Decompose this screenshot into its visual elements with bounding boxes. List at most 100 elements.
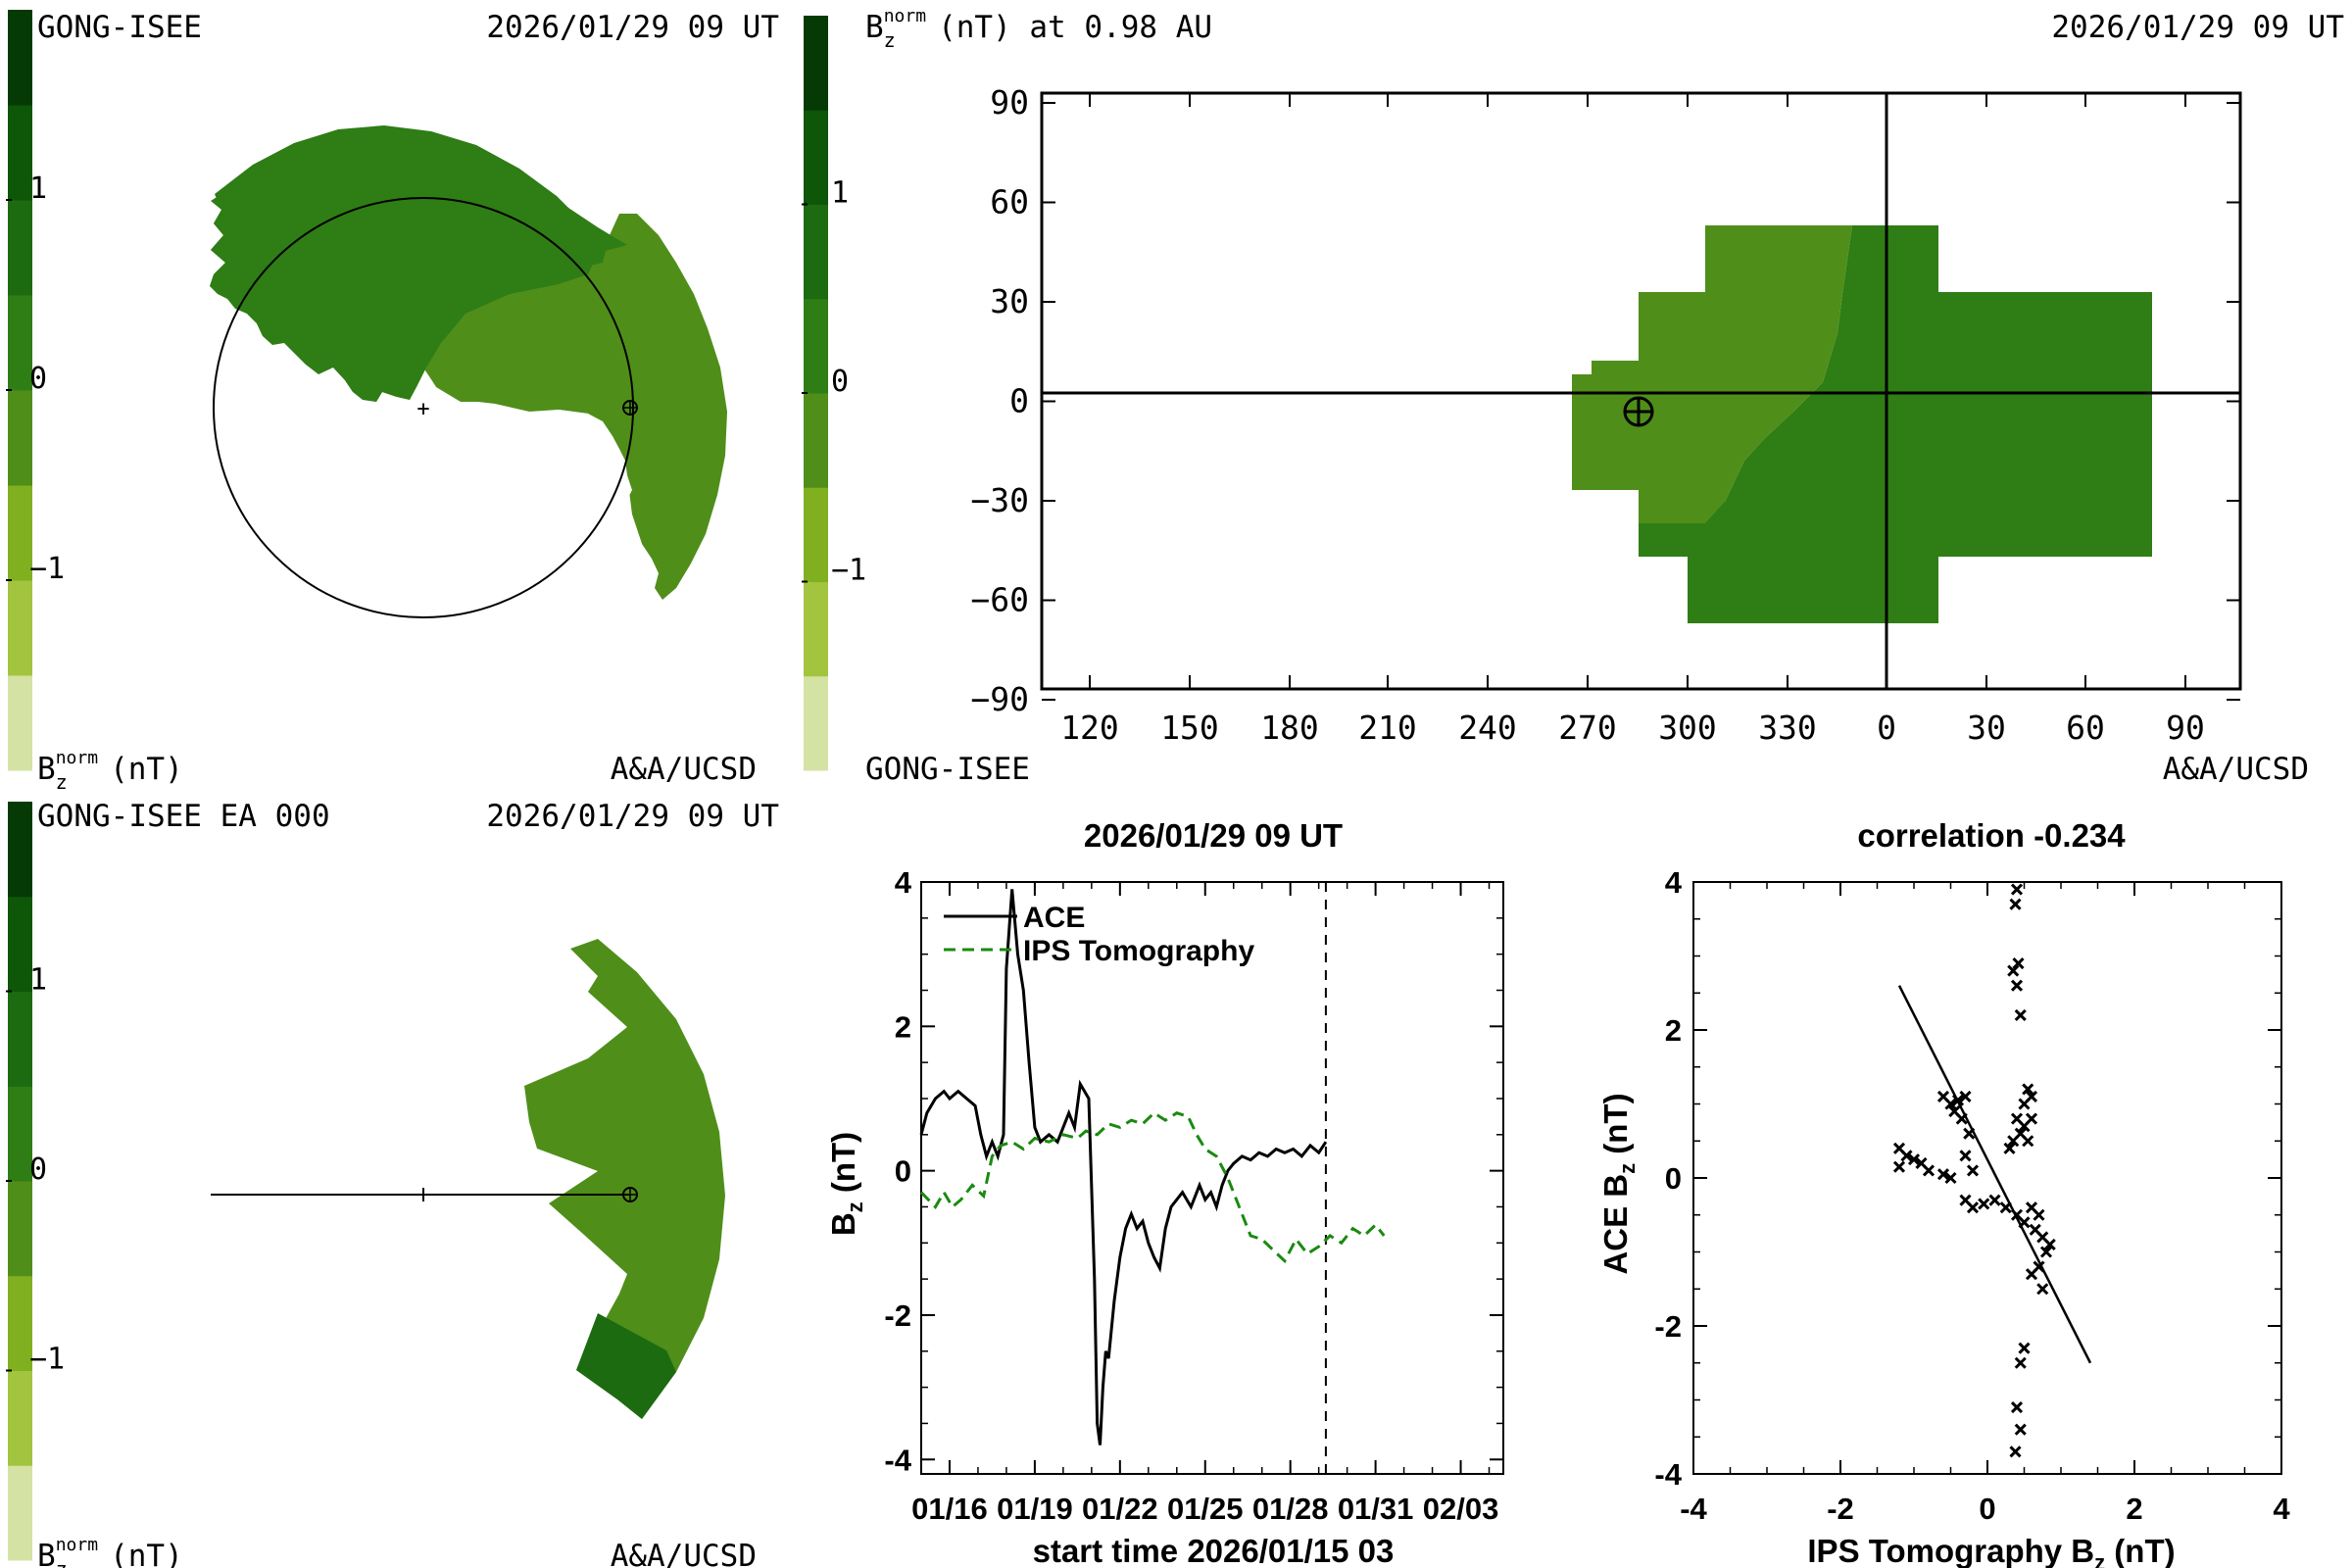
colorbar-swatch — [804, 16, 828, 111]
scatter-point — [2009, 1446, 2022, 1458]
scatter-point-stroke — [2043, 1238, 2056, 1251]
latlon-y-tick-label: 30 — [990, 282, 1029, 320]
scatter-frame — [1692, 881, 2282, 1475]
colorbar-swatch — [8, 10, 32, 106]
scatter-point-stroke — [2009, 898, 2022, 910]
colorbar-swatch — [8, 1465, 32, 1561]
source-label-tl: GONG-ISEE — [37, 10, 202, 45]
scatter-point — [2043, 1238, 2056, 1251]
colorbar-swatch — [8, 200, 32, 296]
map-region-light — [423, 214, 727, 600]
latlon-y-tick-label: −60 — [970, 581, 1029, 619]
credit-tr: A&A/UCSD — [2163, 752, 2309, 787]
latlon-x-tick-label: 300 — [1658, 709, 1717, 747]
scatter-point — [2003, 1142, 2016, 1154]
scatter-point-stroke — [2022, 1083, 2034, 1096]
scatter-point — [2039, 1246, 2053, 1258]
scatter-point — [1944, 1098, 1957, 1110]
scatter-point-stroke — [1959, 1194, 1972, 1206]
scatter-point-stroke — [2007, 1135, 2020, 1148]
legend-label: IPS Tomography — [1023, 935, 1254, 967]
scatter-point-stroke — [2036, 1231, 2049, 1244]
latlon-x-tick-label: 60 — [2066, 709, 2105, 747]
scatter-point — [2014, 1356, 2027, 1369]
scatter-point-stroke — [2010, 979, 2024, 992]
timeseries-x-tick-label: 01/31 — [1338, 1492, 1414, 1526]
scatter-point — [2010, 883, 2024, 896]
colorbar-tick-label: −1 — [29, 552, 65, 586]
legend-label: ACE — [1023, 902, 1085, 934]
scatter-point-stroke — [2029, 1223, 2041, 1236]
colorbar-tick-label: −1 — [831, 554, 866, 588]
scatter-point — [2025, 1268, 2038, 1281]
scatter-point-stroke — [2014, 1008, 2027, 1021]
scatter-point-stroke — [1951, 1094, 1965, 1106]
timeseries-ylabel: Bz (nT) — [825, 1132, 867, 1236]
scatter-point-stroke — [1966, 1164, 1980, 1177]
latlon-y-tick-label: −30 — [970, 481, 1029, 519]
colorbar-swatch — [8, 1370, 32, 1466]
sun-center-mark: + — [416, 397, 429, 421]
scatter-point — [1907, 1153, 1921, 1166]
scatter-point — [1900, 1150, 1913, 1162]
title-tr: Bznorm (nT) at 0.98 AU — [865, 6, 1212, 52]
timeseries-frame — [920, 881, 1504, 1475]
scatter-point-stroke — [1959, 1150, 1972, 1162]
scatter-point — [2014, 1423, 2027, 1436]
colorbar-tick-label: 0 — [831, 365, 849, 399]
timeseries-axes: 4 2 0 -2 -401/16 01/19 01/22 01/25 01/28 01/31 02/… — [884, 865, 1504, 1526]
latlon-y-tick-label: 90 — [990, 83, 1029, 122]
latlon-plot-frame — [1040, 91, 2242, 691]
scatter-point-stroke — [2018, 1098, 2031, 1110]
colorbar-swatch — [804, 204, 828, 300]
scatter-point — [1963, 1127, 1976, 1140]
scatter-point-stroke — [1959, 1090, 1972, 1103]
colorbar-tick-label: 1 — [29, 172, 47, 206]
latlon-x-tick-label: 210 — [1358, 709, 1417, 747]
scatter-point-stroke — [2025, 1268, 2038, 1281]
colorbar-top-left: 1 0 −1 — [6, 10, 65, 771]
scatter-point — [2018, 1342, 2031, 1354]
scatter-y-tick-label: 4 — [1665, 865, 1683, 900]
latlon-map: 120 150 180 210 240 270 300 330 0 30 60 909060300−3… — [970, 83, 2242, 747]
timestamp-tl: 2026/01/29 09 UT — [486, 10, 779, 45]
colorbar-tick-label: 1 — [29, 963, 47, 998]
map-dark-cap — [210, 129, 627, 402]
colorbar-swatch — [804, 393, 828, 488]
ace-series-line — [919, 889, 1328, 1446]
scatter-ylabel: ACE Bz (nT) — [1597, 1093, 1640, 1274]
scatter-point-stroke — [2033, 1208, 2045, 1221]
scatter-point — [2007, 1135, 2020, 1148]
unit-label-bl: Bznorm(nT) — [37, 1535, 183, 1568]
credit-tl: A&A/UCSD — [611, 752, 757, 787]
timestamp-tr: 2026/01/29 09 UT — [2051, 10, 2344, 45]
colorbar-swatch — [8, 390, 32, 486]
scatter-points — [1892, 883, 2056, 1458]
colorbar-tick-label: −1 — [29, 1343, 65, 1377]
scatter-point — [1892, 1160, 1906, 1173]
colorbar-swatch — [8, 991, 32, 1087]
scatter-point-stroke — [2018, 1216, 2031, 1229]
scatter-point — [2036, 1283, 2049, 1296]
scatter-point-stroke — [1892, 1160, 1906, 1173]
scatter-y-tick-label: -4 — [1654, 1457, 1682, 1492]
scatter-point — [1999, 1201, 2012, 1214]
scatter-point-stroke — [2036, 1283, 2049, 1296]
scatter-xlabel: IPS Tomography Bz (nT) — [1807, 1533, 2175, 1568]
scatter-point — [1966, 1164, 1980, 1177]
earth-symbol — [622, 400, 638, 416]
timeseries-x-tick-label: 01/25 — [1167, 1492, 1244, 1526]
scatter-point-stroke — [1944, 1171, 1957, 1185]
colorbar-swatch — [8, 105, 32, 201]
timeseries-y-tick-label: 0 — [895, 1154, 911, 1189]
unit-label-tl: Bznorm (nT) — [37, 748, 183, 794]
colorbar-swatch — [8, 580, 32, 676]
scatter-chart: correlation -0.234 IPS Tomography Bz (nT… — [1597, 817, 2290, 1568]
scatter-point — [2022, 1135, 2034, 1148]
colorbar-swatch — [804, 110, 828, 205]
latlon-x-tick-label: 120 — [1060, 709, 1119, 747]
scatter-point — [2010, 1400, 2024, 1414]
colorbar-swatch — [8, 1275, 32, 1371]
